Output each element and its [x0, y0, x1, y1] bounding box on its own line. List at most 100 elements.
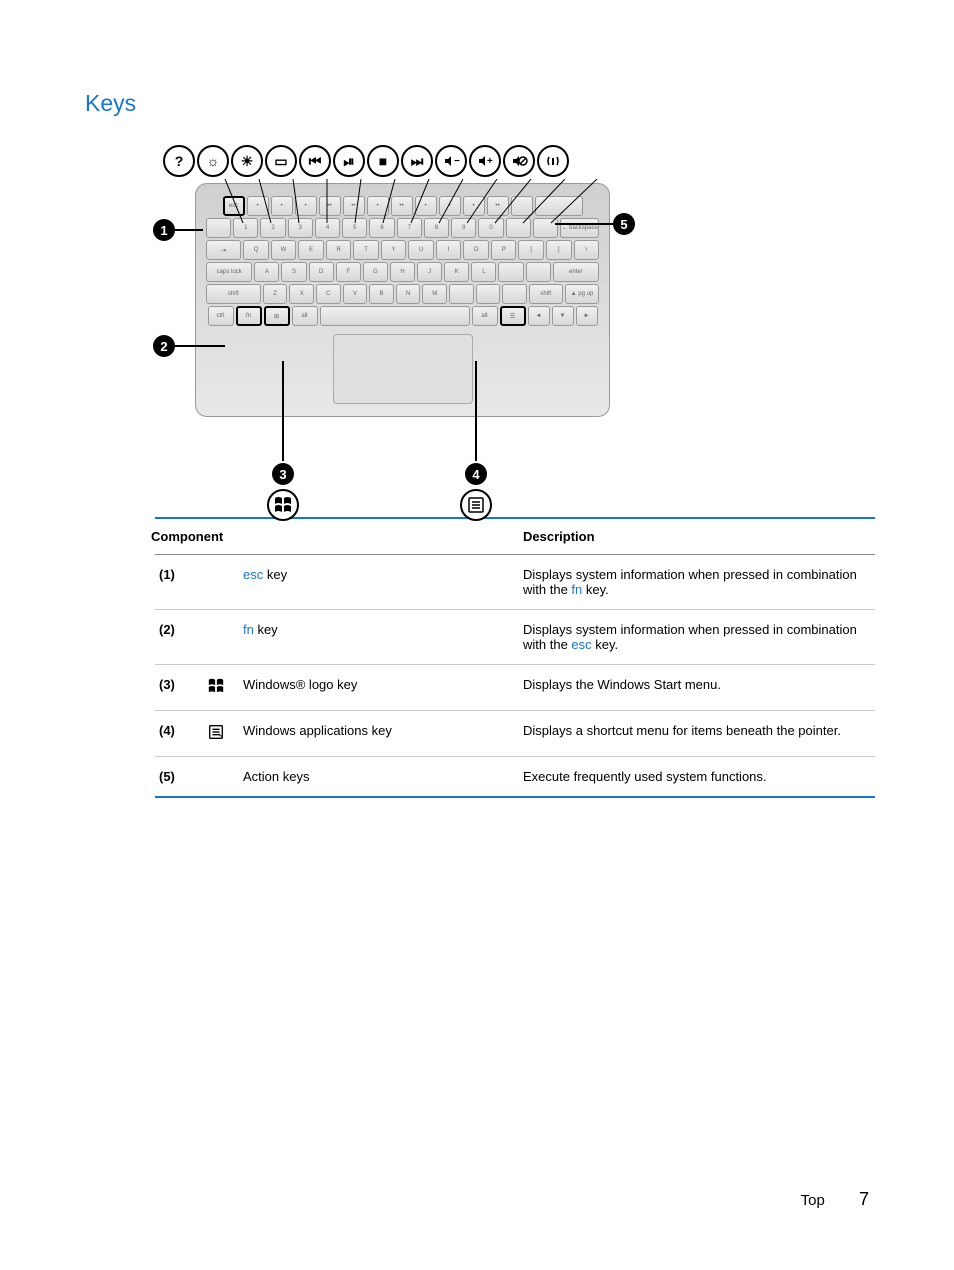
row-component: Windows® logo key: [239, 665, 519, 711]
key-t: T: [353, 240, 379, 260]
next-track-icon: ⏭: [401, 145, 433, 177]
display-switch-icon: ▭: [265, 145, 297, 177]
row-icon: [203, 711, 239, 757]
key-d: D: [309, 262, 334, 282]
key-lbracket: [: [518, 240, 544, 260]
help-icon: ?: [163, 145, 195, 177]
windows-logo-icon: [267, 489, 299, 521]
row-component: Action keys: [239, 757, 519, 798]
volume-down-icon: −: [435, 145, 467, 177]
key-s: S: [281, 262, 306, 282]
table-row: (2) fn key Displays system information w…: [155, 610, 875, 665]
key-fn: fn: [236, 306, 262, 326]
key-o: O: [463, 240, 489, 260]
key-a: A: [254, 262, 279, 282]
row-icon: [203, 555, 239, 610]
row-icon: [203, 610, 239, 665]
callout-3-line: [282, 361, 284, 461]
row-num: (3): [155, 665, 203, 711]
row-num: (4): [155, 711, 203, 757]
row-num: (1): [155, 555, 203, 610]
table-row: (3) Windows® logo key Displays the Windo…: [155, 665, 875, 711]
key-quote: [526, 262, 551, 282]
key-menu: ☰: [500, 306, 526, 326]
key-c: C: [316, 284, 341, 304]
key-b: B: [369, 284, 394, 304]
key-g: G: [363, 262, 388, 282]
svg-text:−: −: [454, 156, 460, 167]
key-tab: ⇥: [206, 240, 241, 260]
key-w: W: [271, 240, 297, 260]
key-alt: alt: [292, 306, 318, 326]
row-num: (2): [155, 610, 203, 665]
table-row: (1) esc key Displays system information …: [155, 555, 875, 610]
row-num: (5): [155, 757, 203, 798]
row-icon: [203, 665, 239, 711]
key-q: Q: [243, 240, 269, 260]
key-y: Y: [381, 240, 407, 260]
svg-text:+: +: [487, 156, 493, 167]
keys-table: Component Description (1) esc key Displa…: [155, 517, 875, 798]
menu-key-icon: [460, 489, 492, 521]
row-description: Displays a shortcut menu for items benea…: [519, 711, 875, 757]
callout-4-line: [475, 361, 477, 461]
key-ctrl: ctrl: [208, 306, 234, 326]
key-right: ►: [576, 306, 598, 326]
key-r: R: [326, 240, 352, 260]
prev-track-icon: ⏮: [299, 145, 331, 177]
key-n: N: [396, 284, 421, 304]
keyboard-diagram: ? ☼ ☀ ▭ ⏮ ⏯ ■ ⏭ − + 1 2: [155, 145, 869, 417]
brightness-down-icon: ☼: [197, 145, 229, 177]
footer-section: Top: [801, 1192, 825, 1209]
section-title: Keys: [85, 90, 869, 117]
page-footer: Top 7: [801, 1189, 869, 1210]
key-l: L: [471, 262, 496, 282]
key-comma: [449, 284, 474, 304]
callout-1: 1: [153, 219, 175, 241]
key-u: U: [408, 240, 434, 260]
key-j: J: [417, 262, 442, 282]
key-h: H: [390, 262, 415, 282]
stop-icon: ■: [367, 145, 399, 177]
callout-2-line: [175, 345, 225, 347]
mute-icon: [503, 145, 535, 177]
key-backslash: \: [574, 240, 600, 260]
callout-1-line: [175, 229, 203, 231]
key-k: K: [444, 262, 469, 282]
leader-lines: [195, 179, 615, 229]
row-description: Displays system information when pressed…: [519, 555, 875, 610]
row-component: Windows applications key: [239, 711, 519, 757]
key-capslock: caps lock: [206, 262, 252, 282]
key-ralt: alt: [472, 306, 498, 326]
callout-4: 4: [465, 463, 487, 485]
menu-icon: [207, 723, 225, 741]
brightness-up-icon: ☀: [231, 145, 263, 177]
callout-5: 5: [613, 213, 635, 235]
key-rbracket: ]: [546, 240, 572, 260]
key-e: E: [298, 240, 324, 260]
key-p: P: [491, 240, 517, 260]
row-icon: [203, 757, 239, 798]
row-component: esc key: [239, 555, 519, 610]
key-enter: enter: [553, 262, 599, 282]
key-x: X: [289, 284, 314, 304]
key-lshift: shift: [206, 284, 261, 304]
key-period: [476, 284, 501, 304]
play-pause-icon: ⏯: [333, 145, 365, 177]
key-semicolon: [498, 262, 523, 282]
table-body: (1) esc key Displays system information …: [155, 555, 875, 798]
key-rshift: shift: [529, 284, 563, 304]
key-z: Z: [263, 284, 288, 304]
row-description: Displays system information when pressed…: [519, 610, 875, 665]
row-component: fn key: [239, 610, 519, 665]
key-i: I: [436, 240, 462, 260]
callout-2: 2: [153, 335, 175, 357]
key-v: V: [343, 284, 368, 304]
key-down: ▼: [552, 306, 574, 326]
windows-logo-icon: [207, 677, 225, 695]
touchpad: [333, 334, 473, 404]
th-component: Component: [239, 518, 519, 555]
key-pgup: ▲ pg up: [565, 284, 599, 304]
key-f: F: [336, 262, 361, 282]
table-row: (5) Action keys Execute frequently used …: [155, 757, 875, 798]
